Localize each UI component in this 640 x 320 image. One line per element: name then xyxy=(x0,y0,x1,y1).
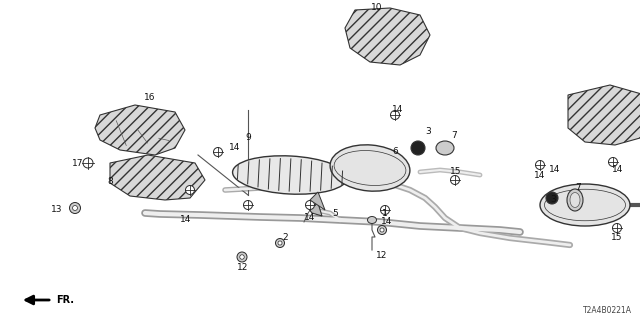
Ellipse shape xyxy=(540,184,630,226)
Polygon shape xyxy=(568,85,640,145)
Text: 14: 14 xyxy=(534,171,546,180)
Text: T2A4B0221A: T2A4B0221A xyxy=(583,306,632,315)
Text: 14: 14 xyxy=(549,165,561,174)
Circle shape xyxy=(214,148,223,156)
Text: 9: 9 xyxy=(245,133,251,142)
Text: 13: 13 xyxy=(51,205,63,214)
Ellipse shape xyxy=(570,193,580,207)
Circle shape xyxy=(278,241,282,245)
Circle shape xyxy=(237,252,247,262)
Text: 15: 15 xyxy=(611,234,623,243)
Text: 14: 14 xyxy=(229,143,241,153)
Circle shape xyxy=(72,205,77,211)
Text: 15: 15 xyxy=(451,167,461,177)
Circle shape xyxy=(380,228,384,232)
Polygon shape xyxy=(95,105,185,155)
Text: FR.: FR. xyxy=(56,295,74,305)
Text: 14: 14 xyxy=(612,165,624,174)
Circle shape xyxy=(243,201,253,210)
Circle shape xyxy=(390,110,399,119)
Ellipse shape xyxy=(567,189,583,211)
Text: 17: 17 xyxy=(72,158,84,167)
Circle shape xyxy=(240,255,244,259)
Circle shape xyxy=(609,157,618,166)
Text: 12: 12 xyxy=(376,252,388,260)
Text: 7: 7 xyxy=(451,131,457,140)
Text: 14: 14 xyxy=(392,106,404,115)
Text: 1: 1 xyxy=(382,209,388,218)
Circle shape xyxy=(536,161,545,170)
Polygon shape xyxy=(310,192,325,210)
Text: 14: 14 xyxy=(381,218,393,227)
Ellipse shape xyxy=(367,217,376,223)
Ellipse shape xyxy=(330,145,410,191)
Circle shape xyxy=(83,158,93,168)
Text: 16: 16 xyxy=(144,92,156,101)
Text: 14: 14 xyxy=(180,215,192,225)
Polygon shape xyxy=(308,203,322,216)
Circle shape xyxy=(305,201,314,210)
Text: 10: 10 xyxy=(371,4,383,12)
Circle shape xyxy=(70,203,81,213)
Circle shape xyxy=(275,238,285,247)
Polygon shape xyxy=(345,8,430,65)
Circle shape xyxy=(612,223,621,233)
Circle shape xyxy=(186,186,195,195)
Text: 3: 3 xyxy=(425,127,431,137)
Circle shape xyxy=(451,175,460,185)
Circle shape xyxy=(546,192,558,204)
Text: 5: 5 xyxy=(332,209,338,218)
Polygon shape xyxy=(110,155,205,200)
Text: 6: 6 xyxy=(392,148,398,156)
Circle shape xyxy=(381,205,390,214)
Ellipse shape xyxy=(232,156,348,194)
Text: 3: 3 xyxy=(550,196,556,204)
Ellipse shape xyxy=(436,141,454,155)
Circle shape xyxy=(378,226,387,235)
Text: 7: 7 xyxy=(575,183,581,193)
Text: 8: 8 xyxy=(107,178,113,187)
Text: 12: 12 xyxy=(237,262,249,271)
Text: 14: 14 xyxy=(304,213,316,222)
Text: 2: 2 xyxy=(282,233,288,242)
Circle shape xyxy=(411,141,425,155)
